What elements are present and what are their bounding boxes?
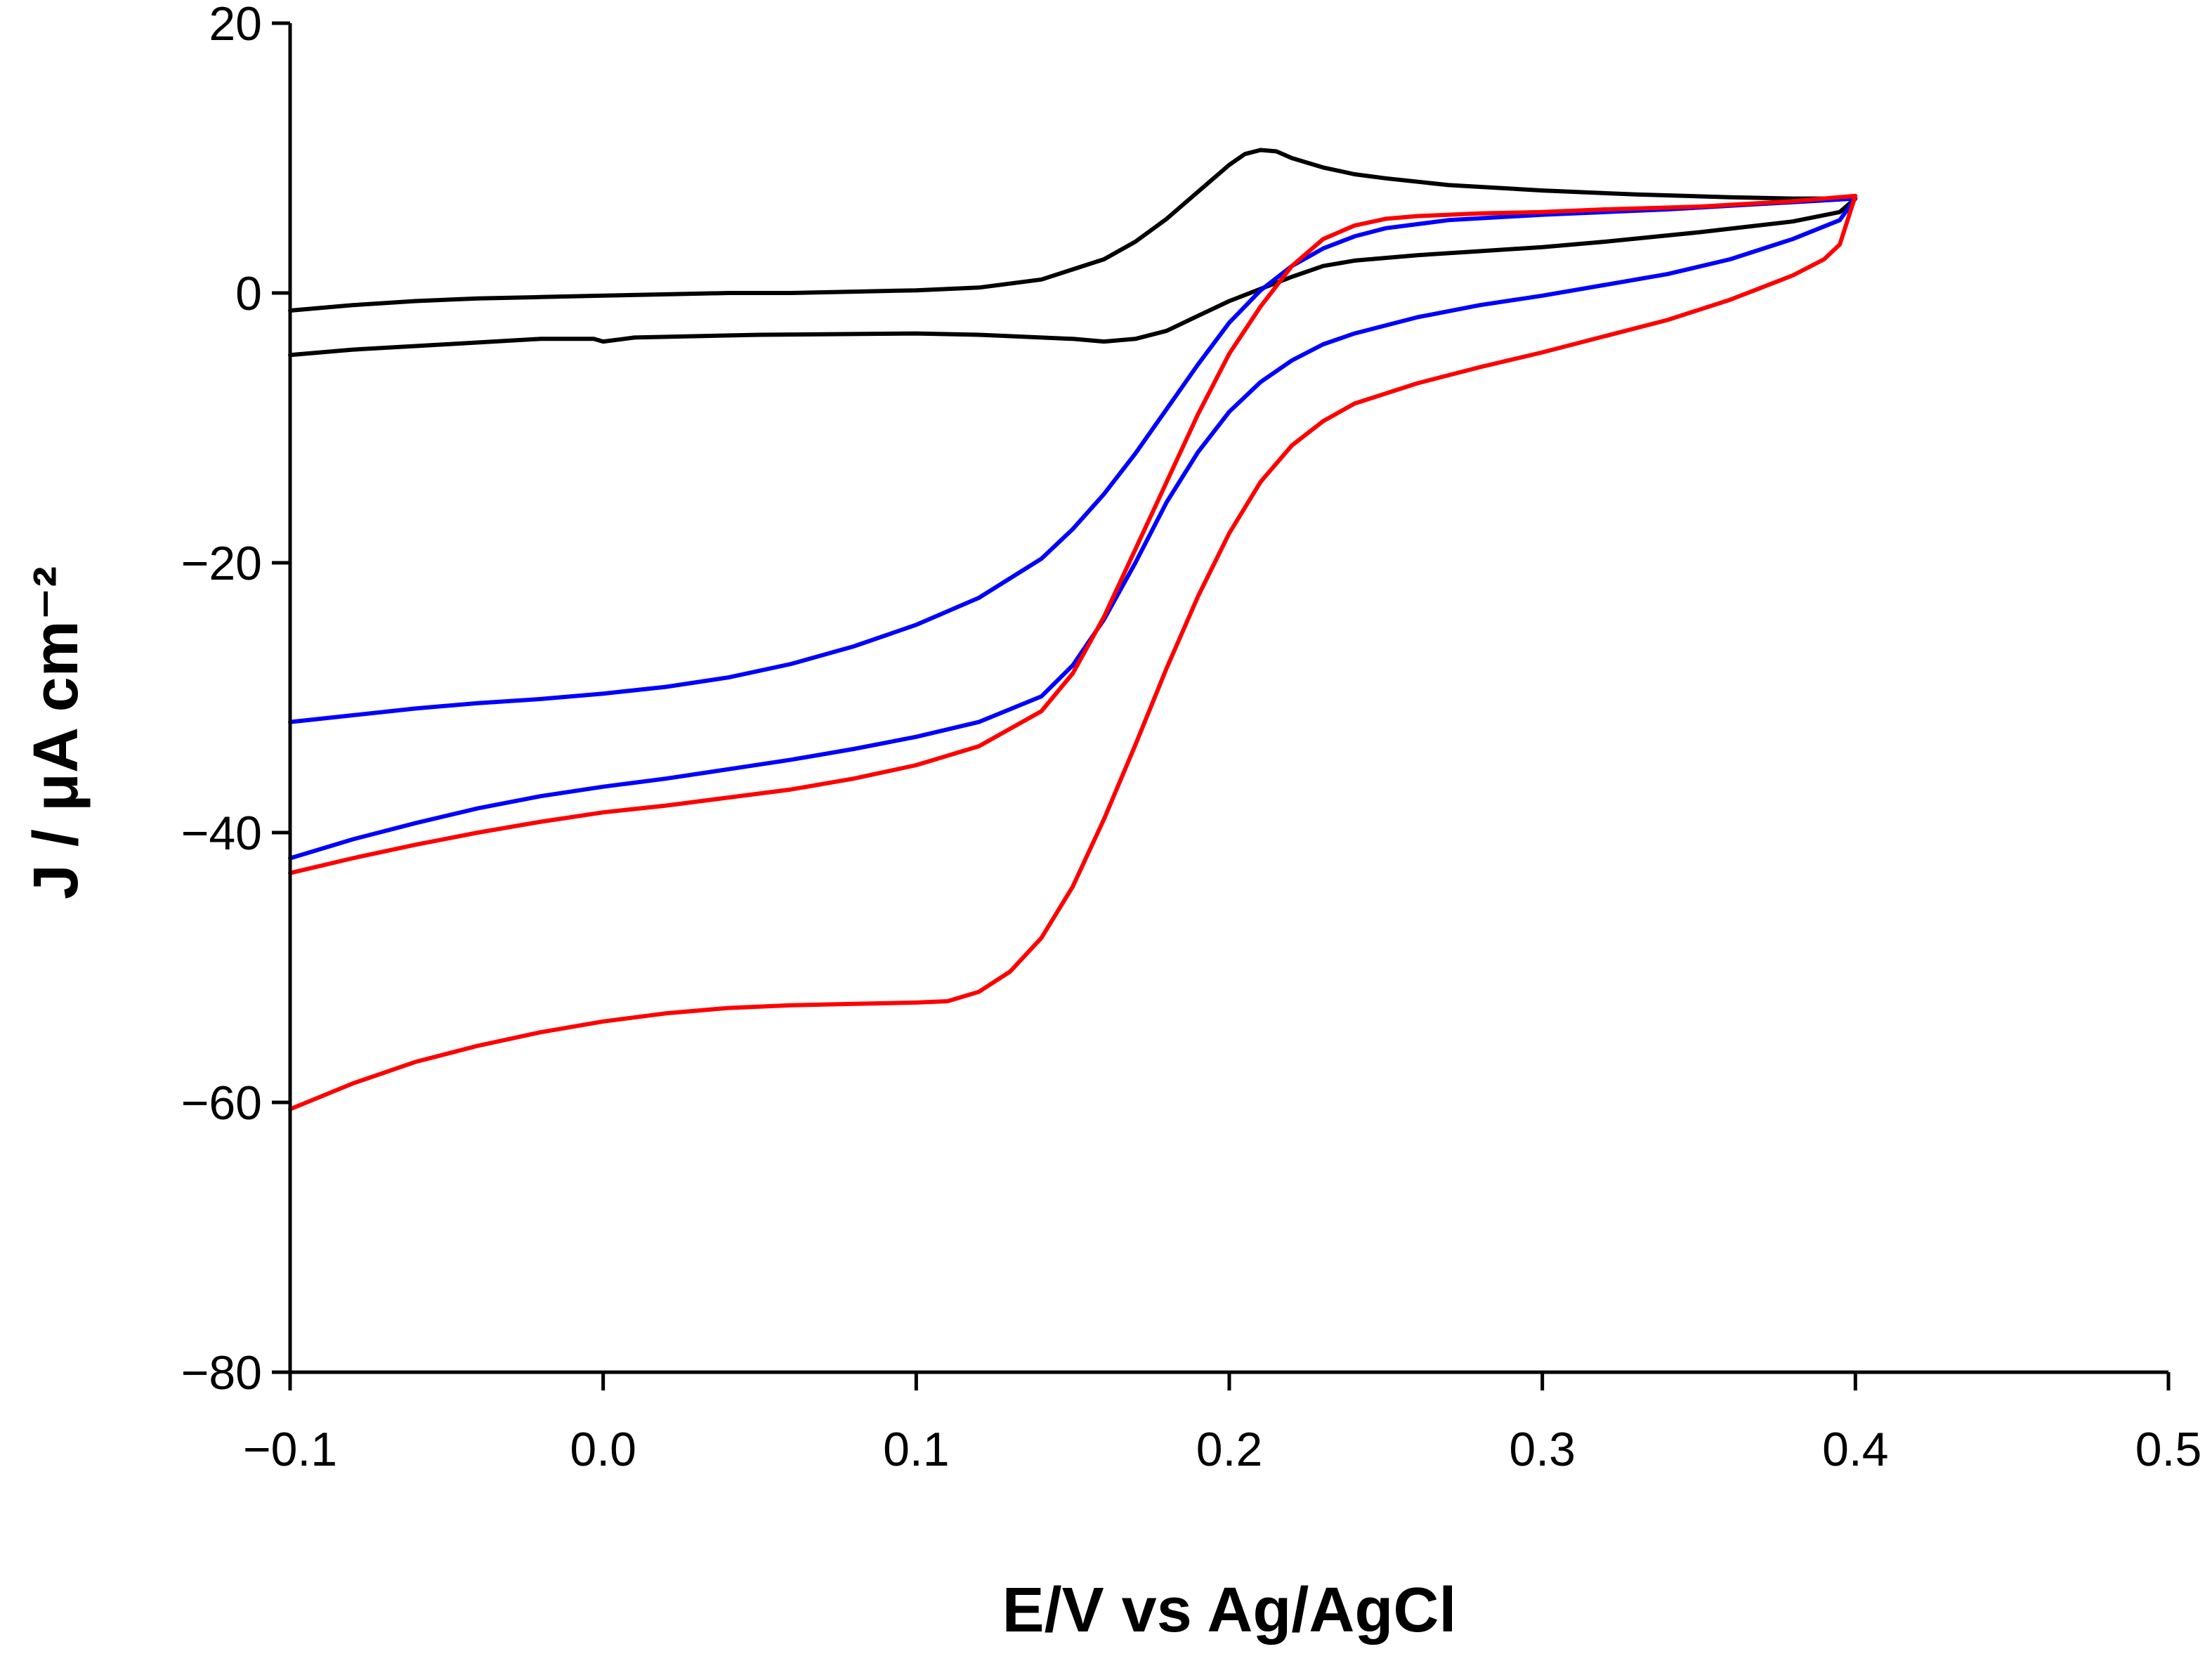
x-tick-label: 0.2 <box>1196 1423 1263 1476</box>
series-line-red <box>288 193 1858 1112</box>
x-tick-label: 0.4 <box>1822 1423 1889 1476</box>
y-tick-label: −60 <box>181 1076 262 1130</box>
y-tick-label: 0 <box>235 267 262 320</box>
x-tick-label: −0.1 <box>243 1423 337 1476</box>
y-tick-label: 20 <box>209 0 262 51</box>
y-tick-label: −20 <box>181 537 262 590</box>
x-tick-label: 0.1 <box>883 1423 950 1476</box>
x-tick-label: 0.5 <box>2135 1423 2202 1476</box>
series-line-blue <box>288 196 1858 861</box>
y-ticks: −80 −60 −40 −20 0 20 <box>181 0 290 1400</box>
y-axis-title: J / μA cm⁻² <box>21 566 91 899</box>
x-tick-label: 0.0 <box>570 1423 636 1476</box>
x-tick-label: 0.3 <box>1509 1423 1576 1476</box>
y-tick-label: −80 <box>181 1346 262 1400</box>
series-line-black <box>288 148 1858 358</box>
x-axis-title: E/V vs Ag/AgCl <box>1002 1575 1457 1646</box>
series-group <box>288 148 1858 1112</box>
x-ticks: −0.1 0.0 0.1 0.2 0.3 0.4 0.5 <box>243 1372 2201 1476</box>
y-tick-label: −40 <box>181 807 262 860</box>
